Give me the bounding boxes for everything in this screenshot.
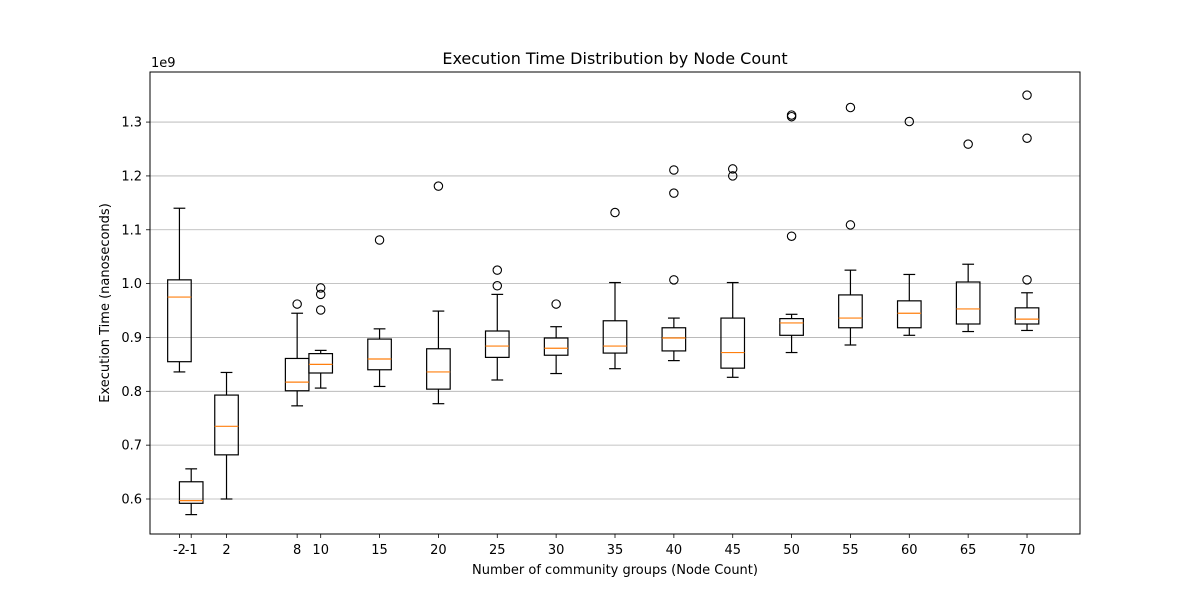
- x-tick-label: 50: [783, 543, 800, 558]
- outlier-point: [963, 139, 973, 149]
- chart-title: Execution Time Distribution by Node Coun…: [442, 49, 787, 68]
- x-tick-label: 35: [607, 543, 624, 558]
- x-tick-label: 40: [666, 543, 683, 558]
- x-tick-label: 70: [1019, 543, 1036, 558]
- iqr-box: [484, 330, 510, 358]
- outlier-point: [904, 116, 915, 127]
- iqr-box: [214, 394, 239, 456]
- y-tick-label: 1.1: [121, 223, 142, 238]
- y-tick-label: 0.7: [121, 439, 142, 454]
- outlier-point: [1022, 90, 1032, 100]
- x-tick-label: 60: [901, 543, 918, 558]
- outlier-point: [292, 299, 302, 309]
- x-tick-label: -1: [185, 543, 198, 558]
- outlier-point: [786, 110, 797, 120]
- iqr-box: [955, 281, 981, 325]
- y-tick-label: 0.6: [121, 493, 142, 508]
- y-tick-label: 1.0: [121, 277, 142, 292]
- x-tick-label: 15: [371, 543, 388, 558]
- box-group: [1014, 90, 1040, 332]
- box-group: [602, 207, 628, 370]
- x-tick-label: 55: [842, 543, 859, 558]
- outlier-point: [727, 171, 738, 181]
- outlier-point: [669, 275, 679, 285]
- outlier-point: [1022, 275, 1032, 285]
- box-group: [955, 139, 981, 333]
- box-group: [178, 468, 204, 516]
- x-axis: -2-1 2 8 10 15 20 25 30 35 40 45 50 55 60 65 70: [173, 534, 1035, 558]
- boxes: [167, 90, 1040, 516]
- x-tick-label: 20: [430, 543, 447, 558]
- iqr-box: [426, 348, 451, 390]
- box-group: [661, 165, 687, 362]
- iqr-box: [367, 338, 392, 371]
- iqr-box: [1014, 307, 1040, 325]
- x-tick-label: 2: [222, 543, 230, 558]
- outlier-point: [845, 102, 856, 113]
- iqr-box: [661, 327, 687, 352]
- outlier-point: [669, 188, 679, 198]
- y-offset-label: 1e9: [151, 56, 176, 71]
- y-axis-title: Execution Time (nanoseconds): [98, 203, 113, 403]
- box-group: [167, 207, 192, 373]
- outlier-point: [845, 220, 856, 230]
- x-tick-label: 25: [489, 543, 506, 558]
- box-group: [284, 299, 310, 407]
- x-tick-label: 8: [293, 543, 301, 558]
- x-tick-label: 30: [548, 543, 565, 558]
- outlier-point: [610, 207, 620, 218]
- y-tick-label: 0.9: [121, 331, 142, 346]
- outlier-point: [727, 164, 738, 174]
- iqr-box: [178, 481, 204, 504]
- outlier-point: [433, 181, 444, 191]
- outlier-point: [374, 235, 385, 245]
- box-group: [214, 371, 239, 500]
- y-tick-label: 1.3: [121, 116, 142, 131]
- outlier-point: [492, 265, 503, 275]
- x-tick-label: 65: [960, 543, 977, 558]
- iqr-box: [167, 279, 192, 363]
- iqr-box: [779, 318, 804, 336]
- box-group: [426, 181, 451, 405]
- outlier-point: [551, 299, 561, 309]
- outlier-point: [315, 283, 326, 293]
- outlier-point: [1022, 133, 1032, 143]
- x-tick-label: -2: [173, 543, 186, 558]
- iqr-box: [543, 337, 569, 356]
- iqr-box: [308, 353, 334, 374]
- y-axis: 0.6 0.7 0.8 0.9 1.0 1.1 1.2 1.3: [121, 116, 150, 508]
- x-axis-title: Number of community groups (Node Count): [472, 563, 758, 578]
- outlier-point: [669, 165, 679, 175]
- box-group: [838, 102, 863, 346]
- outlier-point: [315, 305, 326, 315]
- outlier-point: [492, 281, 503, 291]
- iqr-box: [896, 300, 922, 329]
- outlier-point: [315, 289, 326, 300]
- x-tick-label: 10: [312, 543, 329, 558]
- iqr-box: [838, 294, 863, 329]
- x-tick-label: 45: [724, 543, 741, 558]
- iqr-box: [602, 320, 628, 354]
- box-group: [484, 265, 510, 381]
- iqr-box: [720, 317, 746, 369]
- box-group: [720, 164, 746, 378]
- box-group: [367, 235, 392, 388]
- iqr-box: [284, 357, 310, 392]
- box-group: [779, 110, 804, 354]
- box-group: [543, 299, 569, 375]
- box-group: [896, 116, 922, 336]
- outlier-point: [786, 231, 797, 241]
- y-tick-label: 1.2: [121, 169, 142, 184]
- box-group: [308, 283, 334, 389]
- y-tick-label: 0.8: [121, 385, 142, 400]
